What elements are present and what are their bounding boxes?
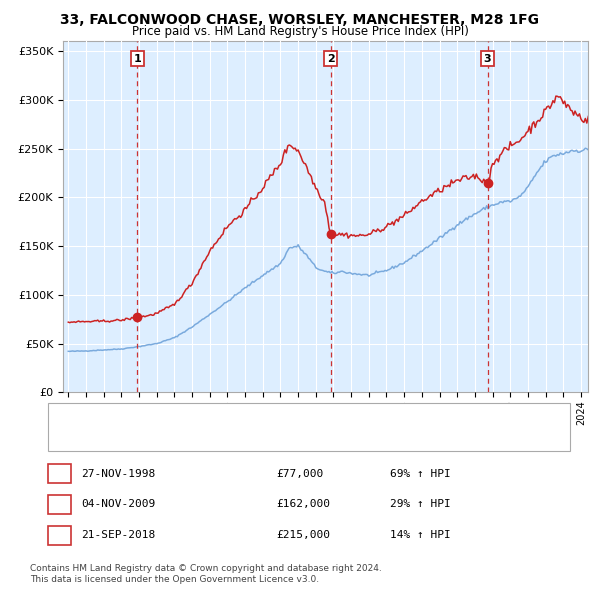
Text: 33, FALCONWOOD CHASE, WORSLEY, MANCHESTER, M28 1FG: 33, FALCONWOOD CHASE, WORSLEY, MANCHESTE… [61, 13, 539, 27]
Text: ———: ——— [57, 431, 94, 444]
Text: 33, FALCONWOOD CHASE, WORSLEY, MANCHESTER, M28 1FG (semi-detached house): 33, FALCONWOOD CHASE, WORSLEY, MANCHESTE… [87, 411, 514, 421]
Text: 29% ↑ HPI: 29% ↑ HPI [390, 500, 451, 509]
Text: 1: 1 [56, 469, 63, 478]
Text: 14% ↑ HPI: 14% ↑ HPI [390, 530, 451, 540]
Text: Price paid vs. HM Land Registry's House Price Index (HPI): Price paid vs. HM Land Registry's House … [131, 25, 469, 38]
Text: HPI: Average price, semi-detached house, Salford: HPI: Average price, semi-detached house,… [87, 434, 334, 444]
Text: 69% ↑ HPI: 69% ↑ HPI [390, 469, 451, 478]
Text: 27-NOV-1998: 27-NOV-1998 [81, 469, 155, 478]
Text: 2: 2 [56, 500, 63, 509]
Text: 3: 3 [484, 54, 491, 64]
Text: 3: 3 [56, 530, 63, 540]
Text: 21-SEP-2018: 21-SEP-2018 [81, 530, 155, 540]
Text: ———: ——— [57, 408, 94, 421]
Text: 04-NOV-2009: 04-NOV-2009 [81, 500, 155, 509]
Text: 2: 2 [327, 54, 335, 64]
Text: £215,000: £215,000 [276, 530, 330, 540]
Text: £77,000: £77,000 [276, 469, 323, 478]
Text: Contains HM Land Registry data © Crown copyright and database right 2024.: Contains HM Land Registry data © Crown c… [30, 563, 382, 572]
Text: 1: 1 [133, 54, 141, 64]
Text: This data is licensed under the Open Government Licence v3.0.: This data is licensed under the Open Gov… [30, 575, 319, 584]
Text: £162,000: £162,000 [276, 500, 330, 509]
